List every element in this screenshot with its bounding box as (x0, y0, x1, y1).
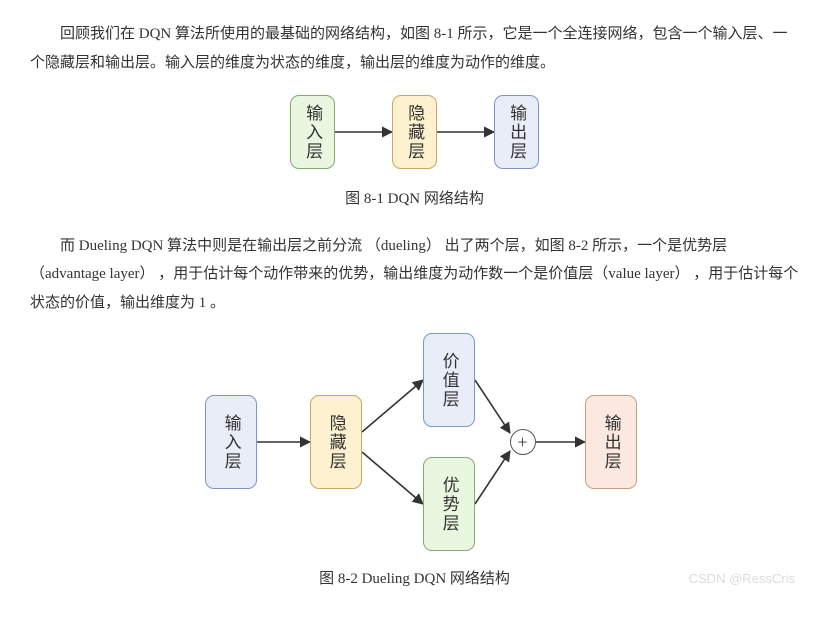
node-in: 输入层 (205, 395, 257, 489)
figure-8-2: 输入层 隐藏层 价值层优势层 输出层 + (165, 327, 665, 557)
node-out: 输出层 (585, 395, 637, 489)
node-hid: 隐藏层 (310, 395, 362, 489)
node-out: 输出层 (494, 95, 539, 169)
node-adv: 优势层 (423, 457, 475, 551)
caption-8-1: 图 8-1 DQN 网络结构 (30, 185, 799, 214)
figure-8-1: 输入层 隐藏层 输出层 (260, 87, 570, 177)
node-in: 输入层 (290, 95, 335, 169)
watermark: CSDN @RessCris (689, 567, 795, 592)
paragraph-1: 回顾我们在 DQN 算法所使用的最基础的网络结构，如图 8-1 所示，它是一个全… (30, 20, 799, 77)
plus-node: + (510, 429, 536, 455)
paragraph-2: 而 Dueling DQN 算法中则是在输出层之前分流 （dueling） 出了… (30, 232, 799, 318)
caption-8-2: 图 8-2 Dueling DQN 网络结构 (30, 565, 799, 594)
node-hid: 隐藏层 (392, 95, 437, 169)
node-val: 价值层 (423, 333, 475, 427)
